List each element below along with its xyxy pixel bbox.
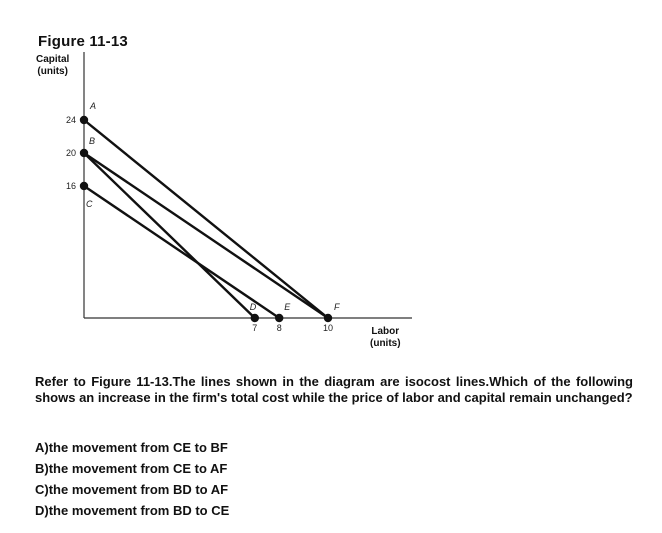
point-a bbox=[79, 115, 89, 125]
x-tick-10: 10 bbox=[323, 323, 333, 333]
figure-title: Figure 11-13 bbox=[38, 33, 128, 50]
option-b[interactable]: B)the movement from CE to AF bbox=[35, 461, 228, 476]
option-a[interactable]: A)the movement from CE to BF bbox=[35, 440, 228, 455]
option-c[interactable]: C)the movement from BD to AF bbox=[35, 482, 229, 497]
isocost-line-af bbox=[83, 119, 329, 319]
point-label-c: C bbox=[86, 199, 93, 209]
point-f bbox=[323, 313, 333, 323]
y-tick-20: 20 bbox=[66, 148, 76, 158]
x-tick-8: 8 bbox=[277, 323, 282, 333]
isocost-line-bd bbox=[83, 152, 256, 319]
isocost-line-ce bbox=[83, 185, 280, 319]
point-label-e: E bbox=[284, 302, 291, 312]
point-d bbox=[250, 313, 259, 323]
point-label-f: F bbox=[334, 302, 340, 312]
y-tick-16: 16 bbox=[66, 181, 76, 191]
question-text: Refer to Figure 11-13.The lines shown in… bbox=[35, 374, 633, 405]
point-label-b: B bbox=[89, 136, 95, 146]
x-axis-title: Labor (units) bbox=[370, 326, 401, 350]
point-b bbox=[79, 148, 89, 158]
x-tick-7: 7 bbox=[252, 323, 257, 333]
point-e bbox=[275, 313, 284, 323]
option-d[interactable]: D)the movement from BD to CE bbox=[35, 503, 230, 518]
point-c bbox=[79, 181, 89, 191]
isocost-line-bf bbox=[83, 152, 329, 319]
answer-options: A)the movement from CE to BF B)the movem… bbox=[35, 437, 229, 521]
x-axis-title-line-1: Labor bbox=[371, 326, 400, 337]
x-axis-title-line-2: (units) bbox=[370, 338, 401, 349]
y-axis-title-line-2: (units) bbox=[37, 66, 68, 77]
point-label-a: A bbox=[89, 101, 96, 111]
y-axis-title: Capital (units) bbox=[36, 54, 69, 78]
y-tick-24: 24 bbox=[66, 115, 76, 125]
point-label-d: D bbox=[250, 302, 257, 312]
y-axis-title-line-1: Capital bbox=[36, 54, 70, 65]
